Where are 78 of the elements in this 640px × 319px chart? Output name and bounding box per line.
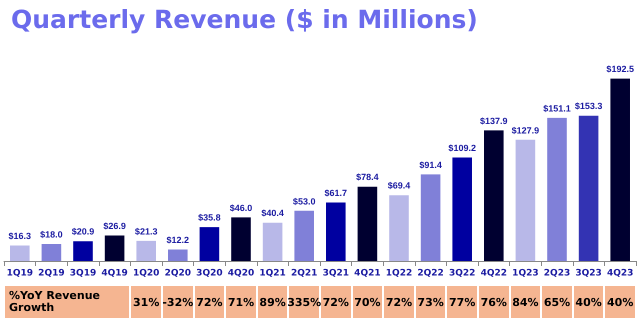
x-tick-label: 4Q19 (101, 268, 128, 278)
bar (10, 246, 30, 261)
bar (231, 217, 251, 261)
text: 31% (131, 286, 161, 318)
x-tick-label: 3Q20 (196, 268, 223, 278)
data-label: $20.9 (72, 226, 94, 237)
data-label: $69.4 (388, 180, 410, 191)
x-tick-label: 2Q22 (417, 268, 444, 278)
data-label: $109.2 (448, 143, 476, 154)
data-label: $16.3 (8, 231, 32, 242)
data-label: $151.1 (543, 103, 571, 114)
bar (420, 174, 440, 261)
data-label: $153.3 (574, 101, 602, 112)
x-tick-label: 3Q19 (70, 268, 96, 278)
data-label: $46.0 (230, 202, 252, 213)
data-label: $91.4 (419, 160, 442, 170)
data-label: $35.8 (198, 212, 221, 223)
x-tick-label: 4Q21 (354, 268, 381, 278)
text: 70% (352, 286, 382, 318)
x-tick-label: 2Q19 (38, 268, 65, 278)
bar (262, 222, 282, 261)
x-tick-label: 2Q23 (544, 268, 570, 278)
x-tick-label: 1Q23 (512, 268, 539, 278)
bar (389, 195, 409, 261)
data-label: $40.4 (261, 208, 284, 218)
data-label: $18.0 (40, 229, 63, 240)
text: 72% (384, 286, 414, 318)
bar (516, 140, 536, 261)
text: 40% (605, 286, 635, 318)
x-tick-label: 3Q23 (575, 268, 602, 278)
chart-title: Quarterly Revenue ($ in Millions) (11, 5, 478, 34)
data-label: $192.5 (606, 64, 634, 74)
text: 72% (194, 286, 224, 318)
text: 76% (479, 286, 509, 318)
text: 72% (321, 286, 351, 318)
bar (610, 78, 630, 261)
text: 77% (447, 286, 477, 318)
data-label: $26.9 (103, 221, 126, 232)
text: 65% (542, 286, 572, 318)
bar (104, 236, 124, 261)
bar (358, 186, 378, 261)
bar (42, 244, 62, 261)
data-label: $78.4 (356, 172, 379, 182)
text: 73% (416, 286, 446, 318)
bar (484, 130, 504, 261)
bar (200, 227, 220, 261)
x-tick-label: 2Q21 (290, 268, 318, 278)
data-label: $12.2 (166, 234, 190, 245)
bar (136, 240, 156, 261)
x-tick-label: 4Q22 (480, 268, 508, 278)
x-tick-label: 1Q21 (259, 268, 286, 278)
bar (294, 210, 314, 261)
text: -32% (162, 286, 194, 318)
x-tick-label: 2Q20 (164, 268, 192, 278)
data-label: $21.3 (134, 226, 158, 236)
bar (578, 116, 598, 261)
x-tick-label: 1Q20 (132, 268, 160, 278)
text: 89% (258, 286, 288, 318)
text: 71% (226, 286, 256, 318)
x-tick-label: 3Q22 (448, 268, 476, 278)
text: 40% (574, 286, 604, 318)
data-label: $137.9 (480, 116, 508, 126)
x-tick-label: 1Q22 (386, 268, 412, 278)
bar (326, 202, 346, 261)
text: 84% (510, 286, 540, 318)
bar (547, 118, 567, 261)
bar (168, 249, 188, 261)
data-label: $61.7 (324, 188, 348, 198)
bar (452, 158, 472, 261)
x-tick-label: 3Q21 (322, 268, 350, 278)
text: 335% (287, 286, 322, 318)
x-tick-label: 4Q20 (228, 268, 254, 278)
bar (73, 241, 93, 261)
text: %YoY Revenue Growth (5, 286, 130, 318)
x-tick-label: 1Q19 (6, 268, 34, 278)
data-label: $53.0 (292, 196, 316, 206)
x-tick-label: 4Q23 (606, 268, 634, 278)
data-label: $127.9 (512, 125, 540, 136)
